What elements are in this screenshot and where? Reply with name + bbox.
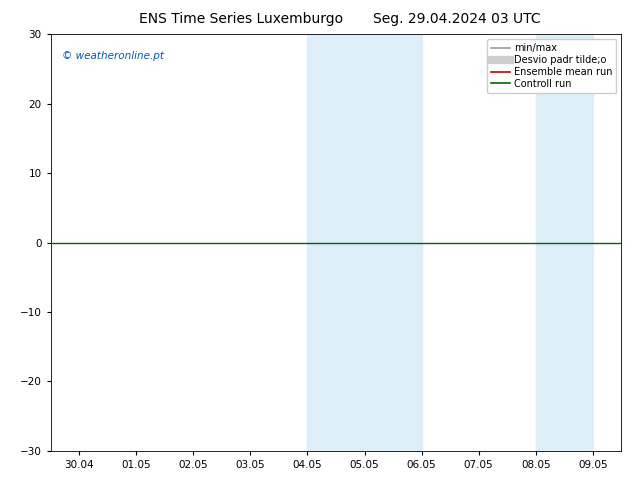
Legend: min/max, Desvio padr tilde;o, Ensemble mean run, Controll run: min/max, Desvio padr tilde;o, Ensemble m…	[487, 39, 616, 93]
Bar	[307, 34, 422, 451]
Text: Seg. 29.04.2024 03 UTC: Seg. 29.04.2024 03 UTC	[373, 12, 540, 26]
Bar	[536, 34, 593, 451]
Text: ENS Time Series Luxemburgo: ENS Time Series Luxemburgo	[139, 12, 343, 26]
Text: © weatheronline.pt: © weatheronline.pt	[62, 51, 164, 61]
